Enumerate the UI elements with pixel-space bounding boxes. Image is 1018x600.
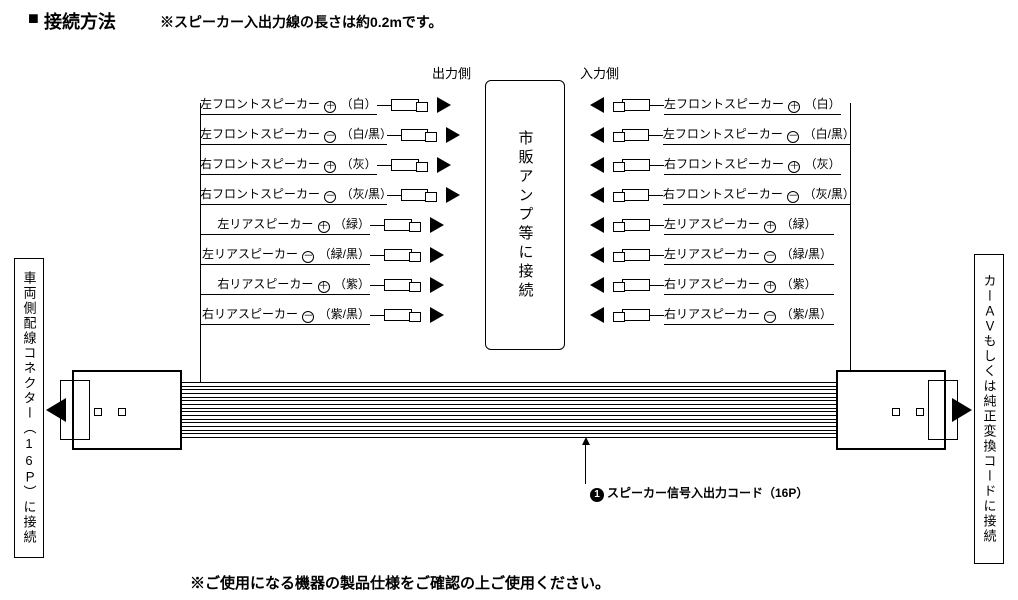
right-connection-box: カーＡＶもしくは純正変換コードに接続	[974, 254, 1004, 564]
wire-label: 左リアスピーカー ＋ （緑）	[200, 215, 370, 235]
connector-plug-icon	[384, 279, 412, 291]
arrow-left-icon	[590, 97, 604, 113]
input-wire-row: 左リアスピーカー － （緑/黒）	[590, 240, 850, 270]
output-wire-row: 左フロントスピーカー ＋ （白）	[200, 90, 460, 120]
callout-pointer	[585, 442, 586, 484]
arrow-left-icon	[590, 217, 604, 233]
title-square: ■	[28, 8, 39, 29]
arrow-right-icon	[430, 307, 444, 323]
connector-plug-icon	[622, 99, 650, 111]
connector-plug-icon	[391, 99, 419, 111]
wire-label: 右リアスピーカー ＋ （紫）	[200, 275, 370, 295]
ribbon-cable	[182, 382, 836, 438]
connector-plug-icon	[384, 219, 412, 231]
arrow-right-icon	[430, 217, 444, 233]
wire-label: 右リアスピーカー － （紫/黒）	[200, 305, 370, 325]
output-wire-row: 左リアスピーカー － （緑/黒）	[200, 240, 460, 270]
output-side-label: 出力側	[432, 63, 471, 82]
connector-plug-icon	[401, 189, 428, 201]
connector-right-16p	[836, 370, 946, 450]
input-wire-set: 左フロントスピーカー ＋ （白） 左フロントスピーカー － （白/黒） 右フロントス…	[590, 90, 850, 330]
wire-label: 左フロントスピーカー ＋ （白）	[200, 95, 377, 115]
callout-number-icon: 1	[590, 488, 604, 502]
output-wire-row: 左フロントスピーカー － （白/黒）	[200, 120, 460, 150]
arrow-left-icon	[590, 187, 604, 203]
arrow-to-headunit	[952, 398, 972, 422]
connector-plug-icon	[622, 249, 650, 261]
arrow-right-icon	[446, 187, 460, 203]
connector-plug-icon	[622, 189, 649, 201]
arrow-left-icon	[590, 277, 604, 293]
arrow-right-icon	[446, 127, 460, 143]
wire-label: 右リアスピーカー ＋ （紫）	[664, 275, 834, 295]
output-wire-row: 右フロントスピーカー － （灰/黒）	[200, 180, 460, 210]
arrow-right-icon	[437, 97, 451, 113]
wire-label: 左リアスピーカー － （緑/黒）	[664, 245, 834, 265]
arrow-left-icon	[590, 157, 604, 173]
connector-plug-icon	[622, 279, 650, 291]
connector-plug-icon	[384, 249, 412, 261]
arrow-to-vehicle	[46, 398, 66, 422]
drop-line-left	[200, 103, 201, 383]
input-wire-row: 左フロントスピーカー － （白/黒）	[590, 120, 850, 150]
callout-label: 1スピーカー信号入出力コード（16P）	[590, 484, 808, 502]
connector-plug-icon	[384, 309, 412, 321]
wire-label: 左フロントスピーカー － （白/黒）	[663, 125, 850, 145]
arrow-right-icon	[430, 247, 444, 263]
input-wire-row: 左フロントスピーカー ＋ （白）	[590, 90, 850, 120]
connector-plug-icon	[622, 219, 650, 231]
wire-label: 右フロントスピーカー － （灰/黒）	[663, 185, 850, 205]
arrow-left-icon	[590, 247, 604, 263]
input-wire-row: 右リアスピーカー ＋ （紫）	[590, 270, 850, 300]
connector-plug-icon	[622, 129, 649, 141]
bottom-warning: ※ご使用になる機器の製品仕様をご確認の上ご使用ください。	[190, 572, 610, 593]
left-connection-box: 車両側配線コネクター（16Ｐ）に接続	[14, 258, 44, 558]
wire-label: 左リアスピーカー ＋ （緑）	[664, 215, 834, 235]
arrow-left-icon	[590, 127, 604, 143]
input-wire-row: 左リアスピーカー ＋ （緑）	[590, 210, 850, 240]
title-note: ※スピーカー入出力線の長さは約0.2mです。	[160, 12, 443, 32]
input-side-label: 入力側	[580, 63, 619, 82]
output-wire-row: 左リアスピーカー ＋ （緑）	[200, 210, 460, 240]
input-wire-row: 右リアスピーカー － （紫/黒）	[590, 300, 850, 330]
wire-label: 左フロントスピーカー ＋ （白）	[664, 95, 841, 115]
wire-label: 右フロントスピーカー ＋ （灰）	[200, 155, 377, 175]
connector-plug-icon	[401, 129, 428, 141]
connector-left-16p	[72, 370, 182, 450]
output-wire-set: 左フロントスピーカー ＋ （白） 左フロントスピーカー － （白/黒） 右フロントス…	[200, 90, 460, 330]
output-wire-row: 右リアスピーカー ＋ （紫）	[200, 270, 460, 300]
connector-plug-icon	[622, 159, 650, 171]
drop-line-right	[850, 103, 851, 383]
output-wire-row: 右フロントスピーカー ＋ （灰）	[200, 150, 460, 180]
input-wire-row: 右フロントスピーカー ＋ （灰）	[590, 150, 850, 180]
output-wire-row: 右リアスピーカー － （紫/黒）	[200, 300, 460, 330]
wire-label: 右フロントスピーカー － （灰/黒）	[200, 185, 387, 205]
wire-label: 右フロントスピーカー ＋ （灰）	[664, 155, 841, 175]
arrow-right-icon	[437, 157, 451, 173]
connector-plug-icon	[622, 309, 650, 321]
arrow-right-icon	[430, 277, 444, 293]
connector-plug-icon	[391, 159, 419, 171]
arrow-left-icon	[590, 307, 604, 323]
page-title: 接続方法	[44, 8, 116, 34]
wire-label: 右リアスピーカー － （紫/黒）	[664, 305, 834, 325]
wire-label: 左フロントスピーカー － （白/黒）	[200, 125, 387, 145]
input-wire-row: 右フロントスピーカー － （灰/黒）	[590, 180, 850, 210]
wire-label: 左リアスピーカー － （緑/黒）	[200, 245, 370, 265]
center-amp-box: 市販アンプ等に接続	[485, 80, 565, 350]
